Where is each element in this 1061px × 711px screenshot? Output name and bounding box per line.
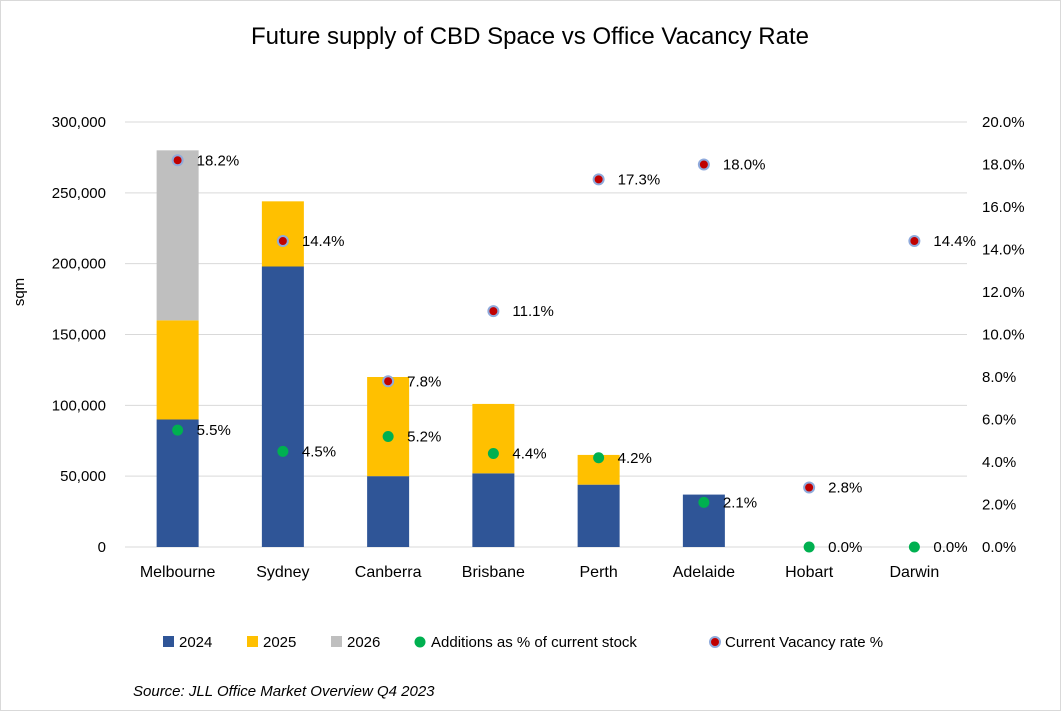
additions-point xyxy=(172,424,184,436)
vacancy-label: 2.8% xyxy=(828,480,862,497)
left-tick-label: 50,000 xyxy=(60,468,106,485)
category-label: Adelaide xyxy=(673,564,735,581)
right-tick-label: 8.0% xyxy=(982,369,1016,386)
bar-2024-brisbane xyxy=(472,473,515,547)
legend-swatch xyxy=(247,636,258,647)
legend-label: 2026 xyxy=(347,634,380,651)
additions-label: 2.1% xyxy=(723,494,757,511)
left-tick-label: 100,000 xyxy=(52,397,106,414)
bar-2025-brisbane xyxy=(472,403,515,474)
left-tick-label: 250,000 xyxy=(52,185,106,202)
left-tick-label: 200,000 xyxy=(52,256,106,273)
vacancy-label: 18.2% xyxy=(197,152,240,169)
points: 5.5% 4.5% 5.2% 4.4% 4.2% 2.1% 0.0% 0.0% 18.2% 14.… xyxy=(171,152,976,556)
right-tick-label: 0.0% xyxy=(982,539,1016,556)
source-note: Source: JLL Office Market Overview Q4 20… xyxy=(133,683,435,700)
vacancy-point xyxy=(487,305,500,318)
legend-label: Current Vacancy rate % xyxy=(725,634,883,651)
right-tick-label: 20.0% xyxy=(982,114,1025,131)
category-label: Canberra xyxy=(355,564,422,581)
category-labels: Melbourne Sydney Canberra Brisbane Perth Adel… xyxy=(140,564,939,581)
right-tick-label: 4.0% xyxy=(982,454,1016,471)
vacancy-label: 7.8% xyxy=(407,373,441,390)
additions-point xyxy=(487,448,499,459)
legend-marker xyxy=(709,636,721,648)
additions-point xyxy=(698,496,710,508)
category-label: Perth xyxy=(580,564,618,581)
additions-point xyxy=(803,541,815,553)
legend: 2024 2025 2026 Additions as % of current st… xyxy=(163,634,883,651)
right-tick-label: 14.0% xyxy=(982,242,1025,259)
additions-label: 5.2% xyxy=(407,429,441,446)
bar-2025-canberra xyxy=(367,377,410,477)
y-axis-label: sqm xyxy=(11,278,28,306)
bar-2024-canberra xyxy=(367,476,410,547)
right-tick-label: 12.0% xyxy=(982,284,1025,301)
left-axis: 0 50,000 100,000 150,000 200,000 250,000 300,0… xyxy=(52,114,106,556)
left-tick-label: 150,000 xyxy=(52,327,106,344)
additions-label: 4.4% xyxy=(512,446,546,463)
right-tick-label: 10.0% xyxy=(982,327,1025,344)
vacancy-point xyxy=(697,158,710,171)
vacancy-point xyxy=(276,235,289,247)
legend-label: Additions as % of current stock xyxy=(431,634,637,651)
vacancy-point xyxy=(592,173,605,186)
right-tick-label: 16.0% xyxy=(982,199,1025,216)
bar-2025-sydney xyxy=(261,201,304,267)
additions-label: 0.0% xyxy=(933,539,967,556)
category-label: Hobart xyxy=(785,564,834,581)
vacancy-point xyxy=(171,154,184,167)
additions-point xyxy=(382,431,394,442)
additions-label: 0.0% xyxy=(828,539,862,556)
right-tick-label: 18.0% xyxy=(982,157,1025,174)
vacancy-label: 18.0% xyxy=(723,157,766,174)
vacancy-point xyxy=(382,375,395,388)
bar-2024-perth xyxy=(577,484,620,547)
vacancy-label: 14.4% xyxy=(302,233,345,250)
bar-2025-melbourne xyxy=(156,320,199,420)
category-label: Brisbane xyxy=(462,564,525,581)
left-tick-label: 300,000 xyxy=(52,114,106,131)
right-tick-label: 2.0% xyxy=(982,497,1016,514)
left-tick-label: 0 xyxy=(98,539,106,556)
additions-label: 4.5% xyxy=(302,443,336,460)
legend-label: 2024 xyxy=(179,634,212,651)
legend-swatch xyxy=(331,636,342,647)
vacancy-point xyxy=(803,481,816,494)
legend-marker xyxy=(414,636,426,648)
additions-label: 5.5% xyxy=(197,422,231,439)
bar-2026-melbourne xyxy=(156,150,199,321)
vacancy-label: 14.4% xyxy=(933,233,976,250)
category-label: Melbourne xyxy=(140,564,216,581)
bars xyxy=(156,150,725,547)
category-label: Sydney xyxy=(256,564,309,581)
additions-point xyxy=(908,541,920,553)
additions-label: 4.2% xyxy=(618,450,652,467)
vacancy-label: 17.3% xyxy=(618,171,661,188)
additions-point xyxy=(277,445,289,457)
additions-point xyxy=(593,452,605,464)
bar-2024-sydney xyxy=(261,266,304,547)
legend-swatch xyxy=(163,636,174,647)
bar-2024-melbourne xyxy=(156,419,199,547)
vacancy-point xyxy=(908,235,921,247)
chart-title: Future supply of CBD Space vs Office Vac… xyxy=(251,23,809,50)
right-tick-label: 6.0% xyxy=(982,412,1016,429)
category-label: Darwin xyxy=(889,564,939,581)
vacancy-label: 11.1% xyxy=(512,303,553,320)
right-axis: 0.0% 2.0% 4.0% 6.0% 8.0% 10.0% 12.0% 14.0% 16.0%… xyxy=(982,114,1025,556)
legend-label: 2025 xyxy=(263,634,296,651)
